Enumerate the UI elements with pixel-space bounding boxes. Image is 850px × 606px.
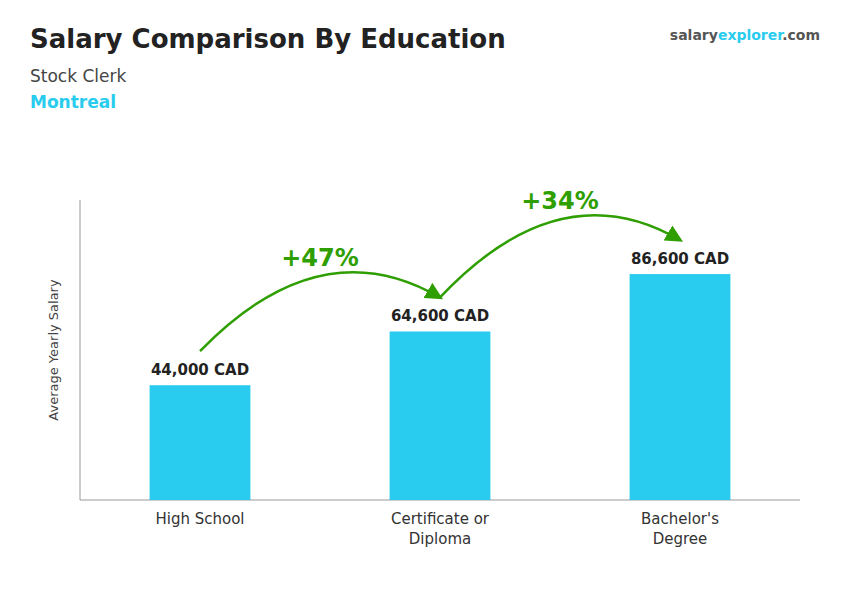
x-tick-label: Certificate orDiploma [391, 510, 490, 548]
watermark-part: .com [782, 27, 820, 43]
change-label: +34% [521, 187, 599, 215]
data-label: 86,600 CAD [631, 250, 729, 268]
y-axis-line [80, 200, 81, 500]
data-label: 64,600 CAD [391, 307, 489, 325]
bar [630, 274, 731, 500]
bar [390, 331, 491, 500]
bars [150, 274, 731, 500]
bar [150, 385, 251, 500]
change-label: +47% [281, 244, 359, 272]
title: Salary Comparison By Education [30, 24, 506, 54]
data-label: 44,000 CAD [151, 361, 249, 379]
subtitle: Montreal [30, 92, 116, 112]
watermark: salaryexplorer.com [670, 27, 820, 43]
watermark-part: explorer [718, 27, 784, 43]
x-tick-label: High School [155, 510, 244, 528]
change-arrow [440, 215, 680, 297]
change-arrow [200, 272, 440, 351]
y-axis-label: Average Yearly Salary [46, 279, 61, 421]
x-tick-label: Bachelor'sDegree [641, 510, 719, 548]
subtitle: Stock Clerk [30, 66, 126, 86]
chart: Salary Comparison By Education Stock Cler… [0, 0, 850, 606]
watermark-part: salary [670, 27, 718, 43]
